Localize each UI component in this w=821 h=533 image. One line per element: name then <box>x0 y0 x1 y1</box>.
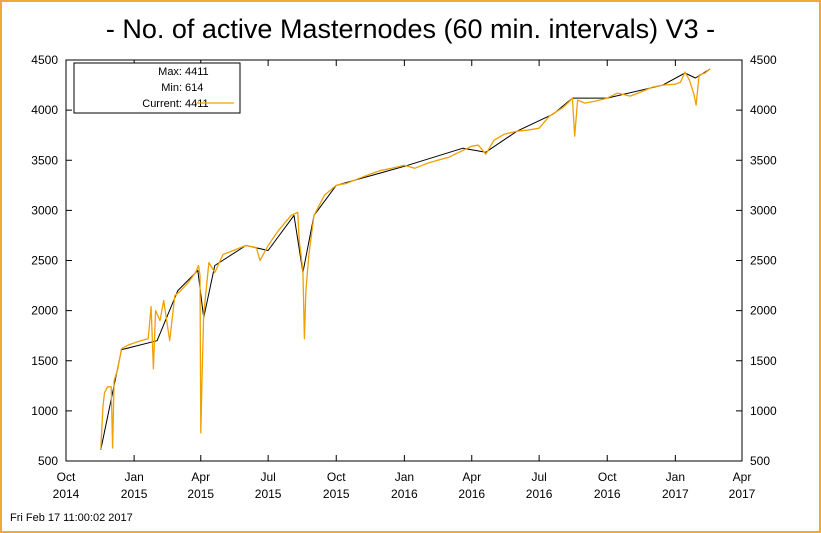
series-line-current <box>100 68 711 450</box>
y-tick-label-left: 4500 <box>31 53 58 67</box>
y-tick-label-left: 500 <box>38 454 58 468</box>
x-tick-label-month: Jan <box>666 470 685 484</box>
y-tick-label-right: 3500 <box>750 153 777 167</box>
y-tick-label-right: 2500 <box>750 254 777 268</box>
y-tick-label-left: 4000 <box>31 103 58 117</box>
y-tick-label-left: 3000 <box>31 203 58 217</box>
plot-border <box>65 59 743 462</box>
x-tick-label-year: 2015 <box>187 487 214 501</box>
y-tick-label-right: 2000 <box>750 304 777 318</box>
x-tick-label-year: 2016 <box>594 487 621 501</box>
chart-title: - No. of active Masternodes (60 min. int… <box>105 14 716 44</box>
y-tick-label-right: 500 <box>750 454 770 468</box>
x-tick-label-month: Jul <box>260 470 275 484</box>
series-line-trend <box>100 68 711 450</box>
x-tick-label-month: Oct <box>57 470 76 484</box>
legend-current-value: 4411 <box>185 98 209 110</box>
x-tick-label-month: Apr <box>733 470 752 484</box>
legend-box <box>73 62 241 114</box>
x-tick-label-year: 2014 <box>53 487 80 501</box>
y-tick-label-right: 3000 <box>750 203 777 217</box>
legend-current-label: Current: <box>142 98 182 110</box>
x-tick-label-month: Oct <box>327 470 346 484</box>
x-tick-label-year: 2016 <box>391 487 418 501</box>
y-tick-label-left: 1000 <box>31 404 58 418</box>
y-tick-label-right: 1500 <box>750 354 777 368</box>
x-tick-label-month: Oct <box>598 470 617 484</box>
y-tick-label-left: 1500 <box>31 354 58 368</box>
y-tick-label-left: 3500 <box>31 153 58 167</box>
x-tick-label-year: 2016 <box>526 487 553 501</box>
timestamp-footer: Fri Feb 17 11:00:02 2017 <box>10 512 133 524</box>
x-tick-label-month: Jul <box>531 470 546 484</box>
y-tick-label-left: 2500 <box>31 254 58 268</box>
legend-min-value: 614 <box>185 82 203 94</box>
legend-max-value: 4411 <box>185 66 209 78</box>
x-tick-label-year: 2015 <box>255 487 282 501</box>
y-tick-label-right: 1000 <box>750 404 777 418</box>
x-tick-label-year: 2017 <box>662 487 689 501</box>
y-tick-label-left: 2000 <box>31 304 58 318</box>
x-tick-label-year: 2015 <box>323 487 350 501</box>
x-tick-label-month: Jan <box>395 470 414 484</box>
x-tick-label-year: 2016 <box>458 487 485 501</box>
legend-min-label: Min: <box>161 82 182 94</box>
x-tick-label-year: 2015 <box>121 487 148 501</box>
y-tick-label-right: 4000 <box>750 103 777 117</box>
x-tick-label-year: 2017 <box>729 487 756 501</box>
y-tick-label-right: 4500 <box>750 53 777 67</box>
x-tick-label-month: Apr <box>191 470 210 484</box>
x-tick-label-month: Jan <box>124 470 143 484</box>
x-tick-label-month: Apr <box>462 470 481 484</box>
legend: Max: 4411 Min: 614 Current: 4411 <box>73 62 241 114</box>
legend-max-label: Max: <box>158 66 182 78</box>
